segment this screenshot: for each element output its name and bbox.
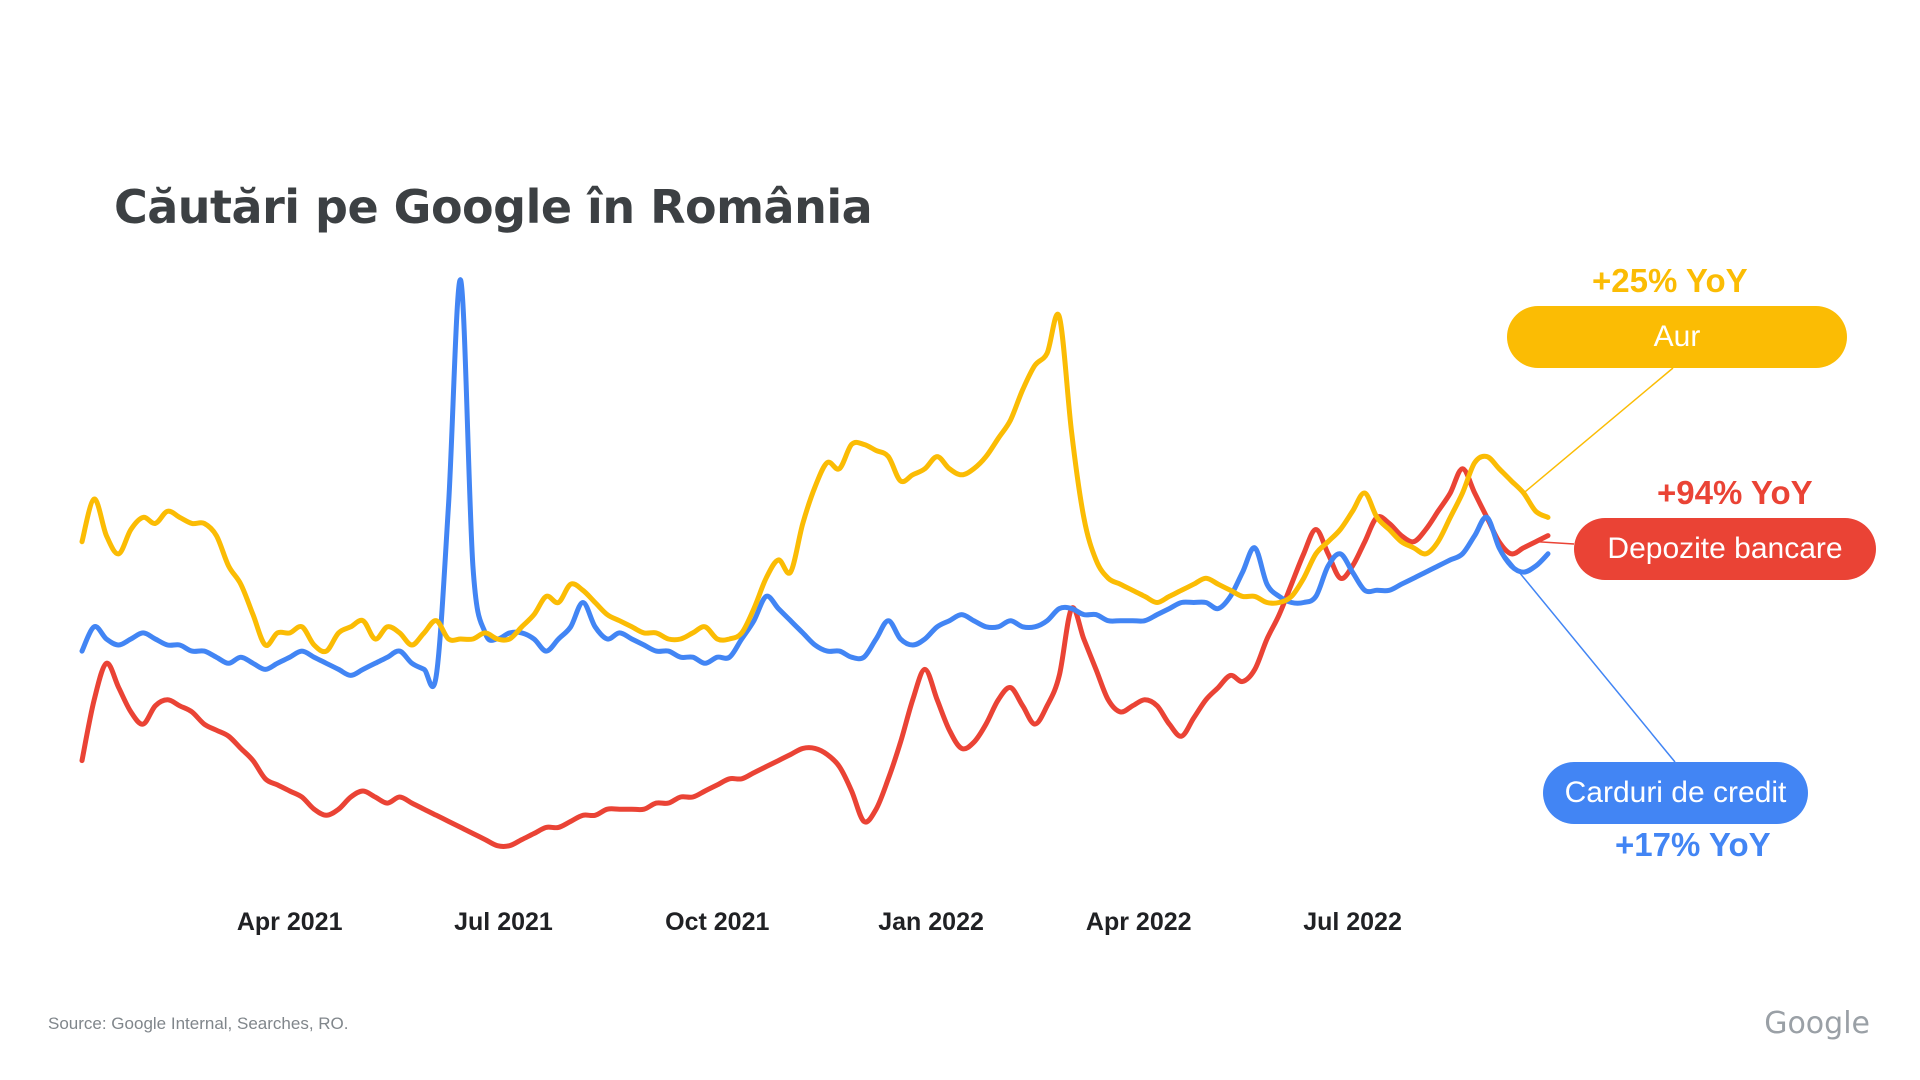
page-title: Căutări pe Google în România <box>114 180 873 234</box>
x-tick-label: Apr 2021 <box>237 908 343 936</box>
x-tick-label: Jul 2021 <box>454 908 553 936</box>
x-tick-label: Apr 2022 <box>1086 908 1192 936</box>
legend-pill-red: Depozite bancare <box>1574 518 1876 580</box>
series-line-blue <box>79 277 1551 689</box>
x-tick-label: Jan 2022 <box>878 908 984 936</box>
google-logo: Google <box>1764 1006 1870 1041</box>
connector-line-blue <box>1498 547 1676 763</box>
red-yoy-label: +94% YoY <box>1657 474 1813 511</box>
connector-line-gold <box>1523 367 1674 494</box>
x-tick-label: Oct 2021 <box>665 908 769 936</box>
legend-pill-gold: Aur <box>1507 306 1847 368</box>
gold-yoy-label: +25% YoY <box>1592 262 1748 299</box>
x-tick-label: Jul 2022 <box>1303 908 1402 936</box>
series-line-gold <box>79 311 1551 655</box>
blue-yoy-label: +17% YoY <box>1615 826 1771 863</box>
legend-pill-blue: Carduri de credit <box>1543 762 1808 824</box>
legend-label-red: Depozite bancare <box>1607 532 1843 565</box>
series-line-red <box>79 466 1551 849</box>
legend-label-blue: Carduri de credit <box>1564 776 1787 809</box>
connector-line-red <box>1535 540 1575 545</box>
legend-label-gold: Aur <box>1653 320 1701 353</box>
source-note: Source: Google Internal, Searches, RO. <box>48 1014 349 1033</box>
